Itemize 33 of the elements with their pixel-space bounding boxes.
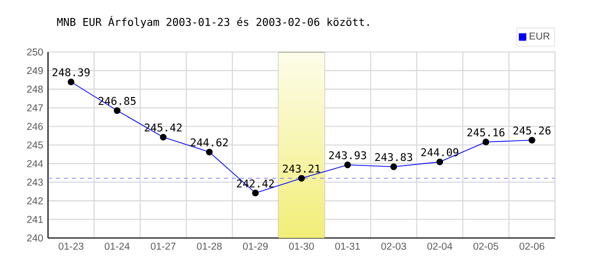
y-tick-label: 242	[27, 197, 43, 204]
data-label: 244.62	[190, 138, 228, 146]
y-tick-label: 247	[27, 104, 43, 112]
x-tick-label: 01-24	[104, 242, 130, 250]
x-tick-label: 01-30	[289, 242, 314, 250]
x-tick-label: 02-06	[520, 242, 544, 250]
legend-label: EUR	[530, 32, 550, 40]
x-tick-label: 01-28	[196, 242, 222, 250]
data-label: 243.83	[375, 153, 412, 162]
x-tick-label: 01-29	[243, 242, 268, 250]
x-tick-label: 01-27	[150, 242, 176, 250]
x-tick-label: 01-23	[58, 242, 84, 250]
y-tick-label: 240	[27, 234, 43, 242]
y-tick-label: 246	[27, 122, 43, 130]
data-label: 245.16	[467, 128, 504, 136]
y-tick-label: 248	[27, 86, 43, 93]
data-label: 243.93	[329, 151, 366, 160]
y-tick-label: 243	[27, 178, 43, 186]
data-label: 245.42	[144, 124, 182, 132]
chart-title: MNB EUR Árfolyam 2003-01-23 és 2003-02-06 között.	[57, 16, 369, 28]
data-label: 248.39	[52, 68, 90, 76]
data-label: 245.26	[513, 126, 551, 135]
y-tick-label: 244	[27, 160, 44, 168]
data-label: 243.21	[283, 164, 320, 173]
y-tick-label: 249	[27, 67, 43, 74]
x-tick-label: 02-03	[381, 242, 406, 250]
x-tick-label: 02-05	[473, 242, 498, 250]
x-tick-label: 02-04	[427, 242, 452, 250]
y-tick-label: 245	[27, 141, 43, 149]
y-tick-label: 241	[27, 216, 43, 223]
x-tick-label: 01-31	[335, 242, 360, 250]
data-label: 244.09	[421, 148, 458, 156]
y-tick-label: 250	[27, 48, 43, 56]
